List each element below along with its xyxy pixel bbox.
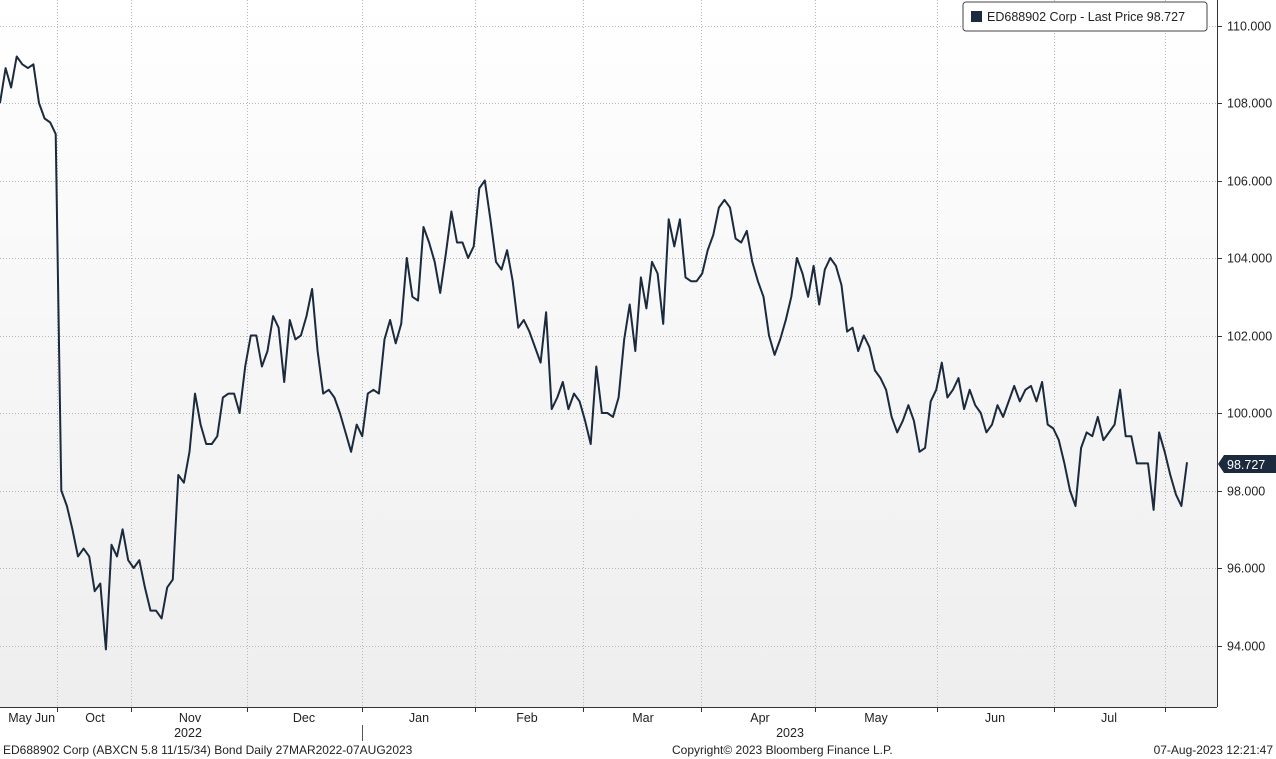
legend-swatch xyxy=(971,11,982,22)
y-tick-label: 102.000 xyxy=(1227,330,1272,344)
y-tick-label: 108.000 xyxy=(1227,97,1272,111)
x-tick-label: Jun xyxy=(985,711,1005,725)
price-series-line xyxy=(0,55,1188,651)
year-label-2023: 2023 xyxy=(776,726,804,740)
footer-copyright: Copyright© 2023 Bloomberg Finance L.P. xyxy=(672,743,893,757)
y-tick-label: 94.000 xyxy=(1227,640,1265,654)
x-axis: May Jun Oct Nov Dec Jan Feb Mar Apr May Jun Jul xyxy=(8,707,1166,725)
y-tick-label: 96.000 xyxy=(1227,562,1265,576)
y-tick-label: 106.000 xyxy=(1227,175,1272,189)
legend-box xyxy=(962,1,1208,32)
y-axis: 110.000 108.000 106.000 104.000 102.000 100.0… xyxy=(1217,20,1272,654)
y-tick-label: 110.000 xyxy=(1227,20,1271,34)
last-price-value: 98.727 xyxy=(1227,458,1265,472)
x-tick-label: Jun xyxy=(35,711,55,725)
legend-label: ED688902 Corp - Last Price 98.727 xyxy=(987,10,1185,24)
x-tick-label: Feb xyxy=(516,711,538,725)
footer-timestamp: 07-Aug-2023 12:21:47 xyxy=(1154,743,1274,757)
x-tick-label: May xyxy=(864,711,888,725)
x-tick-label: Jan xyxy=(409,711,429,725)
vertical-grid xyxy=(57,0,1166,707)
x-tick-label: Nov xyxy=(179,711,202,725)
year-label-2022: 2022 xyxy=(174,726,202,740)
y-tick-label: 98.000 xyxy=(1227,485,1265,499)
x-tick-label: Mar xyxy=(632,711,654,725)
last-price-tag: 98.727 xyxy=(1218,455,1276,473)
y-tick-label: 104.000 xyxy=(1227,252,1272,266)
y-tick-label: 100.000 xyxy=(1227,407,1272,421)
plot-background xyxy=(0,0,1217,707)
last-price-tag-shape xyxy=(1218,455,1276,473)
footer-bar xyxy=(0,741,1276,759)
x-tick-label: Oct xyxy=(85,711,105,725)
x-tick-label: Jul xyxy=(1101,711,1117,725)
footer-security-info: ED688902 Corp (ABXCN 5.8 11/15/34) Bond … xyxy=(3,743,413,757)
x-tick-label: Dec xyxy=(293,711,315,725)
legend: ED688902 Corp - Last Price 98.727 xyxy=(962,1,1208,32)
x-tick-label: Apr xyxy=(750,711,769,725)
x-tick-label: May xyxy=(8,711,32,725)
